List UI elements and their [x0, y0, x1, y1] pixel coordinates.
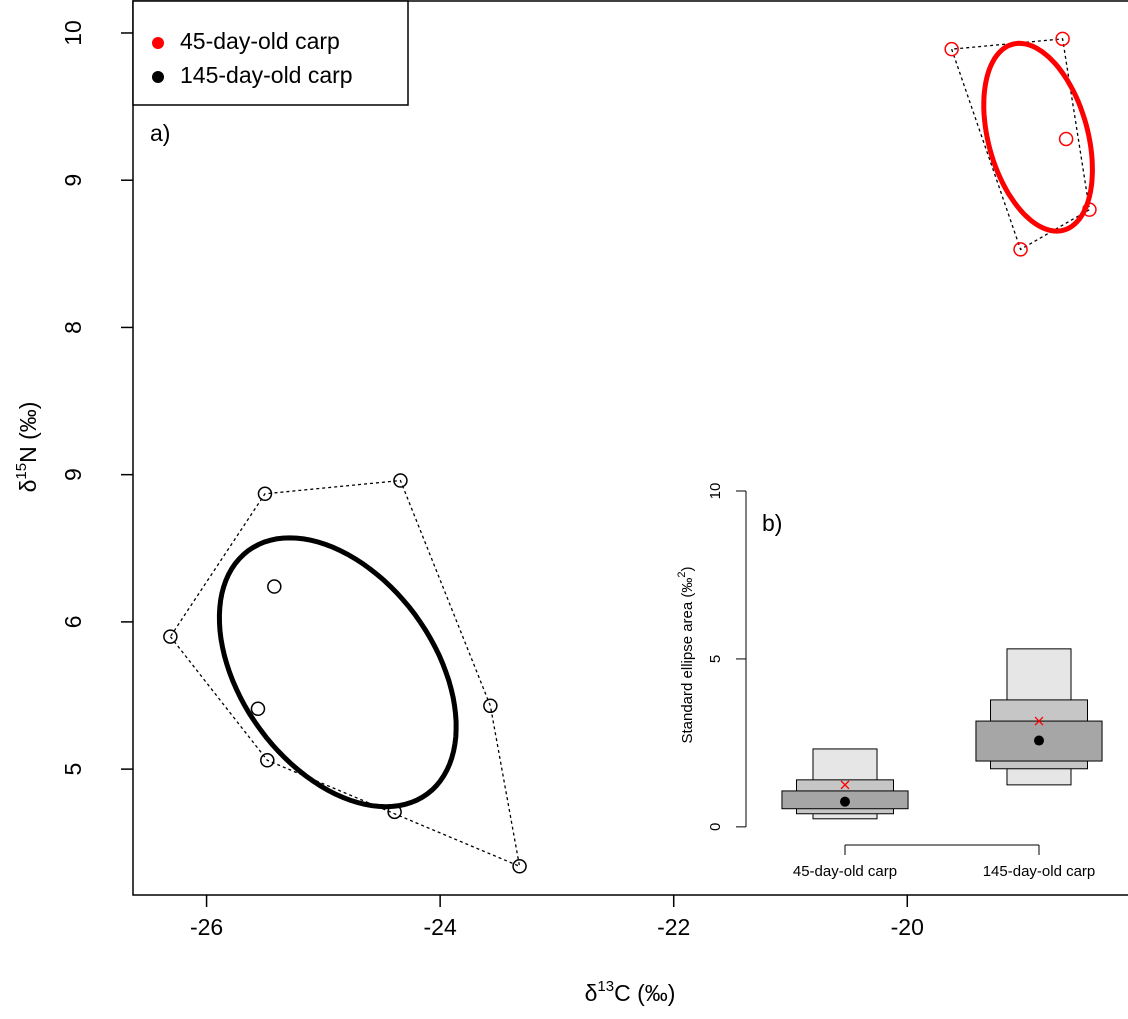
mode-point	[840, 796, 850, 807]
point	[944, 41, 959, 57]
panel-label: b)	[762, 510, 782, 536]
x-tick-label: 145-day-old carp	[983, 863, 1096, 880]
point	[260, 753, 275, 768]
mode-point	[1034, 735, 1044, 746]
mean-marker	[840, 780, 850, 790]
point	[163, 629, 178, 644]
standard-ellipse	[981, 40, 1095, 234]
point	[483, 698, 498, 714]
x-label-sup: 13	[597, 978, 614, 995]
y-tick-label: 9	[60, 468, 86, 481]
point	[267, 579, 282, 594]
x-tick-label: -20	[891, 914, 924, 940]
y-label-part: Standard ellipse area (‰	[679, 578, 696, 744]
standard-ellipse	[216, 535, 459, 810]
x-label-part: C (‰)	[614, 980, 675, 1006]
x-label-part: δ	[585, 980, 598, 1006]
legend-label: 45-day-old carp	[180, 28, 340, 54]
point	[250, 701, 266, 717]
point	[1058, 131, 1074, 147]
x-tick-label: -24	[424, 914, 457, 940]
point	[1013, 242, 1028, 257]
y-tick-label: 8	[60, 321, 86, 334]
y-label-part: )	[679, 566, 696, 571]
x-tick-label: -26	[190, 914, 223, 940]
y-label-sup: 15	[13, 463, 30, 480]
point	[512, 859, 527, 874]
y-label-part: N (‰)	[15, 402, 41, 463]
point	[387, 804, 402, 820]
y-tick-label: 5	[707, 655, 724, 663]
x-tick-label: 45-day-old carp	[793, 863, 897, 880]
y-tick-label: 9	[60, 174, 86, 187]
y-axis-label: δ15N (‰)	[13, 402, 41, 493]
point	[1055, 31, 1070, 47]
y-tick-label: 5	[60, 763, 86, 776]
legend-box	[132, 0, 409, 106]
y-tick-label: 10	[60, 20, 86, 46]
y-tick-label: 0	[707, 823, 724, 831]
inset-y-axis-label: Standard ellipse area (‰2)	[676, 566, 696, 743]
x-tick-label: -22	[657, 914, 690, 940]
legend-marker	[152, 71, 164, 83]
point	[393, 473, 408, 488]
point	[1082, 202, 1097, 217]
y-tick-label: 6	[60, 615, 86, 628]
y-label-part: δ	[15, 480, 41, 493]
y-tick-label: 10	[707, 483, 724, 500]
panel-label: a)	[150, 120, 170, 146]
plot-frame	[132, 0, 1128, 896]
convex-hull	[169, 479, 521, 868]
point	[257, 486, 273, 502]
legend-label: 145-day-old carp	[180, 62, 353, 88]
legend-marker	[152, 37, 164, 49]
x-axis-label: δ13C (‰)	[585, 978, 676, 1006]
mean-marker	[1034, 716, 1044, 726]
y-label-sup: 2	[676, 571, 688, 577]
